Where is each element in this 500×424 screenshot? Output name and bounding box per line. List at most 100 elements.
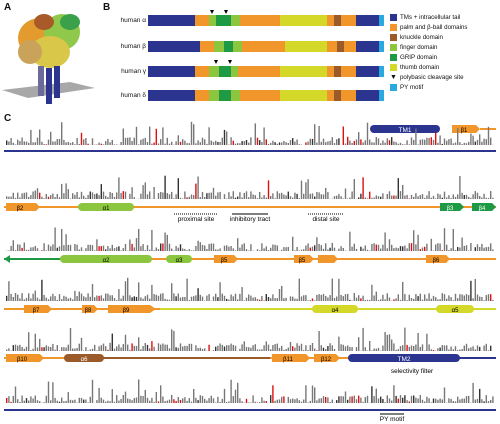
logo-glyph — [448, 398, 450, 403]
logo-glyph — [397, 178, 399, 199]
logo-glyph — [492, 396, 494, 403]
logo-glyph — [124, 391, 127, 403]
logo-glyph — [234, 197, 237, 199]
logo-glyph — [69, 399, 72, 403]
logo-glyph — [96, 193, 98, 199]
logo-glyph — [435, 398, 437, 403]
logo-glyph — [197, 140, 199, 145]
logo-glyph — [380, 143, 382, 145]
logo-glyph — [307, 300, 309, 301]
logo-glyph — [91, 138, 94, 145]
logo-glyph — [41, 279, 43, 301]
logo-glyph — [67, 244, 69, 251]
logo-glyph — [413, 298, 415, 301]
logo-glyph — [140, 139, 142, 145]
logo-glyph — [254, 195, 256, 199]
logo-glyph — [278, 142, 281, 145]
logo-glyph — [307, 243, 309, 251]
logo-glyph — [102, 343, 105, 351]
logo-glyph — [21, 193, 23, 199]
logo-glyph — [162, 243, 164, 251]
logo-glyph — [135, 296, 138, 301]
logo-glyph — [454, 401, 457, 403]
logo-glyph — [371, 142, 373, 145]
logo-glyph — [241, 141, 243, 145]
logo-glyph — [69, 142, 72, 145]
logo-glyph — [419, 347, 421, 351]
logo-glyph — [98, 142, 100, 145]
logo-glyph — [208, 398, 210, 403]
logo-glyph — [406, 140, 408, 145]
logo-glyph — [283, 140, 285, 145]
logo-glyph — [316, 294, 318, 301]
logo-glyph — [259, 192, 261, 199]
logo-glyph — [32, 348, 34, 351]
logo-glyph — [94, 194, 96, 199]
logo-glyph — [80, 132, 83, 145]
logo-glyph — [263, 400, 265, 403]
logo-glyph — [311, 138, 314, 145]
logo-glyph — [142, 346, 144, 351]
logo-glyph — [140, 193, 142, 199]
logo-glyph — [424, 246, 426, 251]
helix-tm2 — [348, 354, 460, 362]
logo-glyph — [239, 348, 241, 351]
logo-glyph — [184, 191, 186, 199]
logo-glyph — [210, 140, 212, 145]
logo-glyph — [369, 250, 371, 251]
logo-glyph — [355, 297, 358, 301]
logo-glyph — [186, 143, 188, 145]
logo-glyph — [406, 248, 408, 251]
logo-glyph — [157, 143, 160, 145]
logo-glyph — [144, 389, 146, 403]
logo-glyph — [296, 139, 298, 145]
logo-glyph — [206, 295, 208, 301]
logo-glyph — [113, 248, 116, 251]
logo-glyph — [307, 179, 309, 199]
logo-glyph — [204, 139, 206, 145]
logo-glyph — [281, 249, 283, 251]
logo-glyph — [402, 397, 404, 403]
logo-glyph — [91, 348, 94, 351]
logo-glyph — [140, 297, 142, 301]
logo-glyph — [87, 194, 89, 199]
logo-glyph — [78, 249, 80, 251]
logo-glyph — [483, 345, 485, 351]
logo-glyph — [87, 293, 89, 301]
logo-glyph — [230, 379, 232, 403]
panel-b-label: B — [103, 2, 111, 13]
logo-glyph — [476, 345, 479, 351]
logo-glyph — [461, 398, 463, 403]
logo-glyph — [419, 249, 421, 251]
logo-glyph — [263, 248, 265, 251]
logo-glyph — [241, 244, 243, 251]
label-b8: β8 — [85, 308, 92, 314]
logo-glyph — [296, 193, 298, 199]
logo-glyph — [129, 399, 131, 403]
logo-glyph — [327, 346, 329, 351]
logo-glyph — [215, 140, 217, 145]
logo-glyph — [428, 191, 430, 199]
logo-glyph — [129, 193, 131, 199]
logo-glyph — [144, 182, 146, 199]
logo-glyph — [8, 396, 10, 403]
logo-glyph — [439, 347, 441, 351]
logo-glyph — [360, 397, 362, 403]
logo-glyph — [175, 347, 177, 351]
logo-glyph — [135, 238, 138, 251]
logo-glyph — [320, 141, 322, 145]
logo-glyph — [305, 182, 307, 199]
logo-glyph — [340, 294, 342, 301]
logo-glyph — [311, 385, 314, 403]
logo-glyph — [362, 401, 364, 403]
logo-glyph — [487, 126, 490, 145]
logo-glyph — [195, 183, 197, 199]
logo-glyph — [190, 194, 193, 199]
logo-glyph — [426, 396, 428, 403]
logo-glyph — [457, 396, 459, 403]
logo-glyph — [294, 399, 296, 403]
logo-glyph — [164, 344, 166, 351]
logo-glyph — [76, 192, 78, 199]
logo-glyph — [417, 296, 419, 301]
label-tm1: TM1 — [399, 127, 412, 134]
